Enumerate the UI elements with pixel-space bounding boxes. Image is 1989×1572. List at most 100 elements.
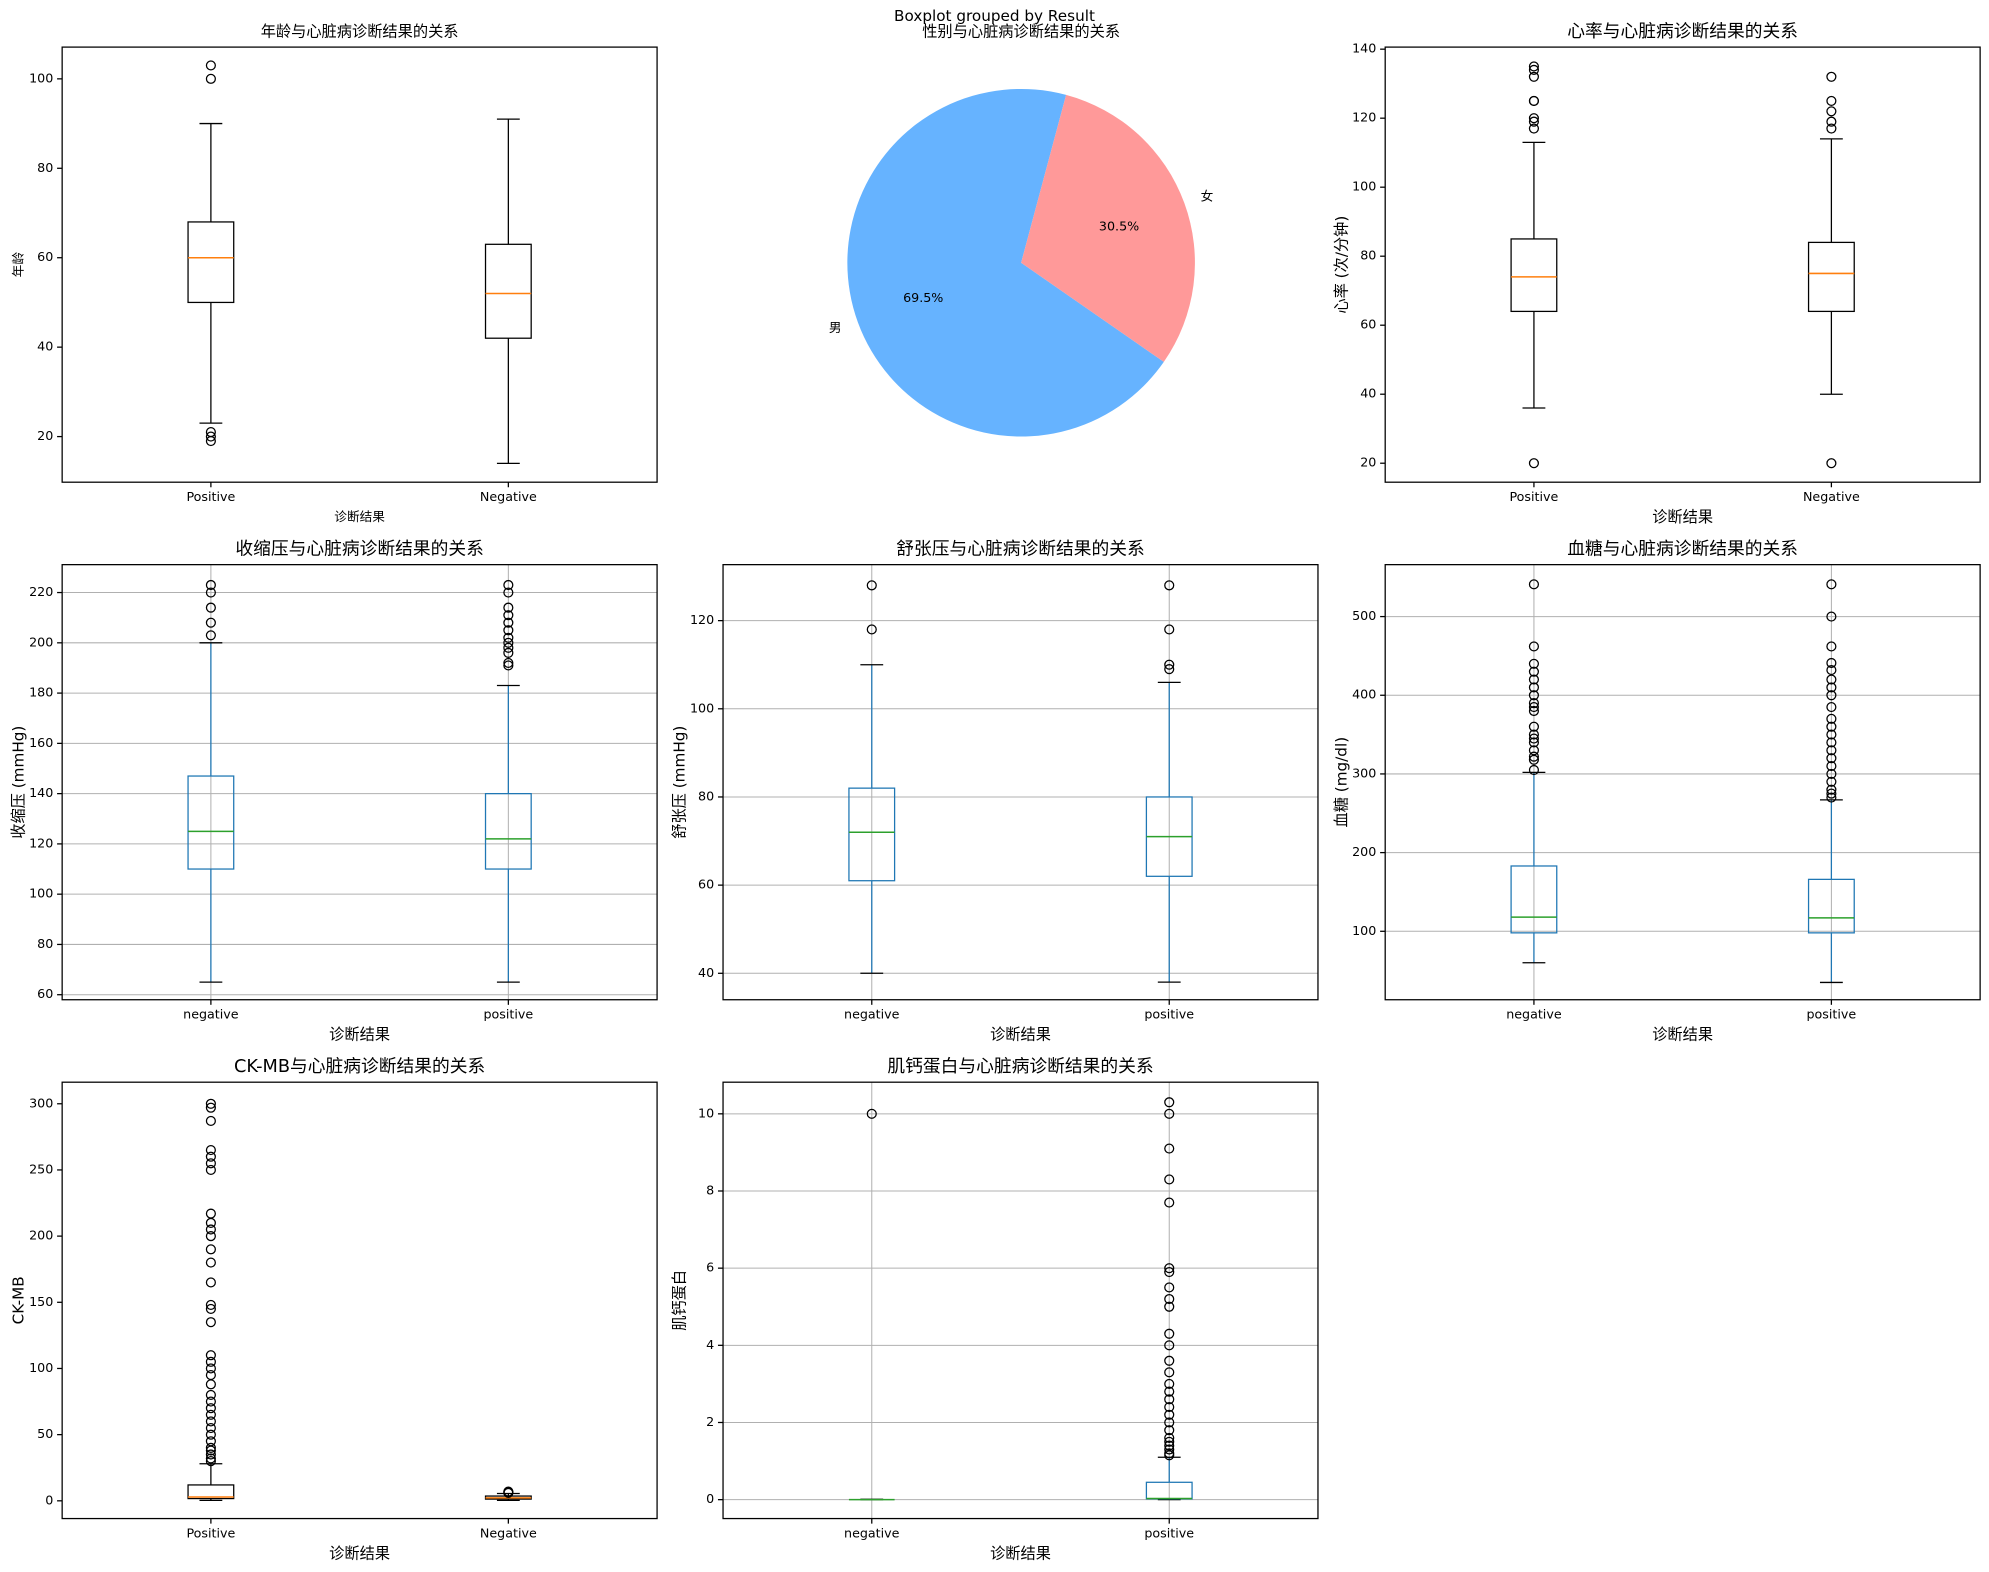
x-axis-label: 诊断结果: [990, 1545, 1051, 1563]
outlier: [1528, 116, 1540, 127]
axes-frame: [61, 564, 658, 1001]
outlier: [205, 1303, 216, 1314]
outlier: [503, 625, 514, 636]
y-tick-label: 50: [37, 1426, 53, 1441]
outlier: [1528, 123, 1540, 134]
chart-title: 肌钙蛋白与心脏病诊断结果的关系: [887, 1056, 1153, 1077]
outlier: [1164, 1301, 1175, 1312]
outlier: [1164, 1425, 1175, 1436]
outlier: [205, 1217, 216, 1228]
outlier: [1826, 458, 1837, 469]
x-axis-label: 诊断结果: [990, 1026, 1051, 1044]
y-axis-label: 肌钙蛋白: [670, 1270, 688, 1331]
y-tick-label: 250: [29, 1161, 53, 1176]
outlier: [205, 1379, 216, 1390]
outlier: [1164, 659, 1175, 670]
outlier: [205, 1115, 216, 1127]
x-tick-label: positive: [1807, 1006, 1857, 1021]
x-axis-label: 诊断结果: [1652, 508, 1713, 526]
y-tick-label: 60: [37, 249, 53, 264]
outlier: [1528, 682, 1540, 693]
x-tick-label: positive: [483, 1006, 533, 1021]
outlier: [866, 580, 877, 591]
outlier: [1164, 1293, 1175, 1305]
y-tick-label: 140: [29, 785, 53, 800]
box: [484, 243, 532, 339]
outlier: [1528, 95, 1540, 107]
outlier: [205, 1257, 216, 1268]
outlier: [205, 1208, 216, 1219]
y-tick-label: 100: [29, 886, 53, 901]
outlier: [1826, 721, 1837, 732]
outlier: [1528, 764, 1540, 776]
outlier: [1826, 768, 1837, 780]
y-tick-label: 80: [37, 936, 53, 951]
outlier: [1164, 1440, 1175, 1451]
y-tick-label: 300: [1352, 765, 1376, 780]
y-tick-label: 0: [45, 1492, 53, 1507]
outlier: [503, 587, 514, 598]
outlier: [503, 632, 514, 643]
outlier: [1528, 458, 1540, 469]
outlier: [205, 1164, 216, 1176]
box: [187, 775, 235, 870]
y-tick-label: 400: [1352, 687, 1376, 702]
outlier: [205, 1416, 216, 1427]
outlier: [1826, 641, 1837, 652]
outlier: [1826, 116, 1837, 127]
outlier: [205, 602, 216, 613]
outlier: [1164, 1444, 1175, 1455]
outlier: [1164, 624, 1175, 635]
y-tick-label: 140: [1352, 41, 1376, 56]
y-tick-label: 150: [29, 1294, 53, 1309]
y-tick-label: 60: [37, 986, 53, 1001]
outlier: [503, 657, 514, 669]
x-tick-label: Positive: [186, 489, 235, 504]
outlier: [1826, 701, 1837, 713]
outlier: [205, 1456, 216, 1467]
y-tick-label: 100: [1352, 179, 1376, 194]
outlier: [1164, 1436, 1175, 1447]
outlier: [1826, 579, 1837, 590]
pie-slice: [847, 88, 1164, 437]
outlier: [1826, 760, 1837, 772]
outlier: [1528, 579, 1540, 590]
y-axis-label: CK-MB: [10, 1276, 28, 1324]
x-tick-label: Negative: [480, 1525, 537, 1540]
outlier: [205, 587, 216, 598]
outlier: [503, 617, 514, 628]
outlier: [205, 630, 216, 641]
y-tick-label: 120: [1352, 110, 1376, 125]
outlier: [205, 1244, 216, 1255]
outlier: [1164, 1378, 1175, 1389]
outlier: [1528, 61, 1540, 72]
x-tick-label: Negative: [1803, 489, 1860, 504]
outlier: [1528, 698, 1540, 709]
y-tick-label: 2: [706, 1414, 714, 1429]
outlier: [1164, 1143, 1175, 1154]
y-tick-label: 100: [690, 700, 714, 715]
outlier: [205, 1231, 216, 1242]
y-tick-label: 200: [29, 1228, 53, 1243]
outlier: [1826, 611, 1837, 622]
y-tick-label: 100: [29, 1360, 53, 1375]
x-axis-label: 诊断结果: [334, 509, 385, 524]
outlier: [1164, 1355, 1175, 1366]
outlier: [205, 1363, 216, 1374]
y-tick-label: 8: [706, 1182, 714, 1197]
outlier: [1528, 64, 1540, 75]
y-tick-label: 120: [690, 612, 714, 627]
y-tick-label: 80: [1360, 248, 1376, 263]
y-tick-label: 100: [29, 70, 53, 85]
outlier: [1164, 580, 1175, 591]
outlier: [1528, 666, 1540, 677]
axes-frame: [1384, 564, 1981, 1001]
box: [1807, 241, 1855, 313]
outlier: [1528, 705, 1540, 717]
outlier: [1826, 690, 1837, 701]
outlier: [503, 1486, 514, 1497]
box: [1510, 238, 1558, 313]
y-tick-label: 20: [37, 428, 53, 443]
outlier: [205, 73, 216, 84]
